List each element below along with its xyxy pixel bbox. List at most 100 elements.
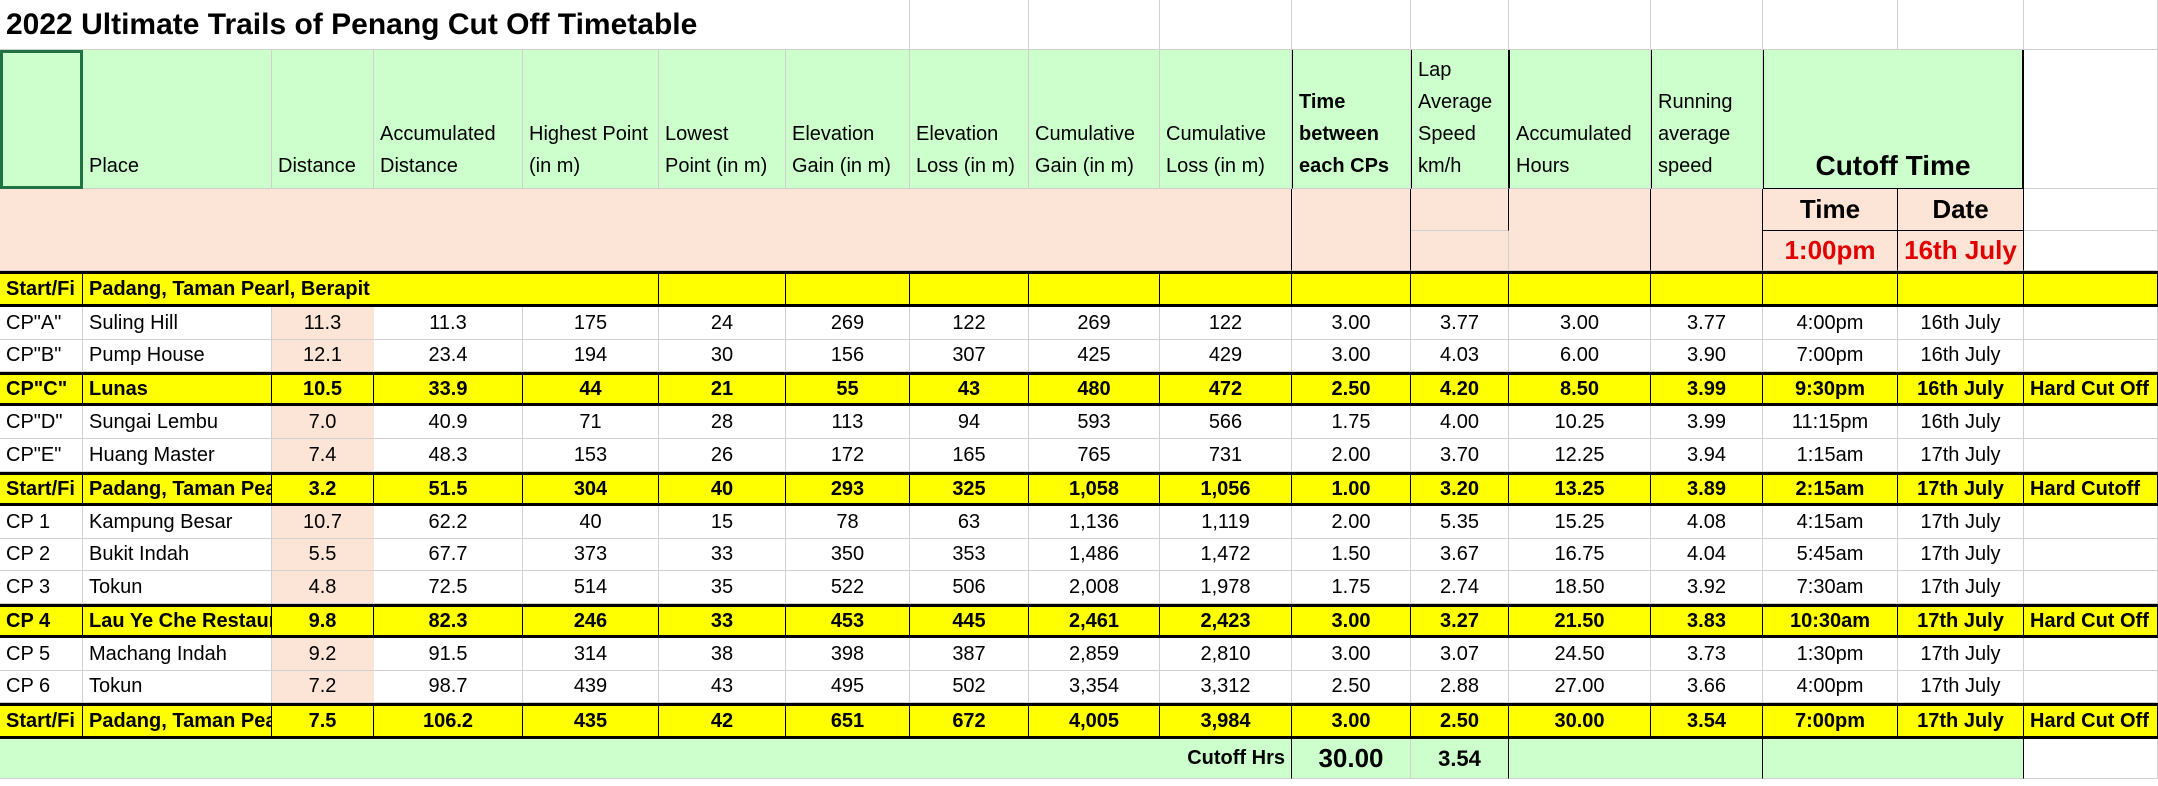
cell: 1,058 bbox=[1029, 472, 1160, 506]
cell: 1:15am bbox=[1763, 439, 1898, 472]
cell: 67.7 bbox=[374, 539, 523, 571]
empty-cell bbox=[1292, 271, 1411, 307]
column-header: Running average speed bbox=[1651, 50, 1763, 189]
cell: 172 bbox=[786, 439, 910, 472]
cell: 304 bbox=[523, 472, 659, 506]
cell: 4:00pm bbox=[1763, 307, 1898, 340]
cell: 3.27 bbox=[1411, 604, 1509, 638]
cell: 7:00pm bbox=[1763, 340, 1898, 372]
column-header: Cumulative Loss (in m) bbox=[1160, 50, 1292, 189]
column-header: Elevation Gain (in m) bbox=[786, 50, 910, 189]
cell: 4:00pm bbox=[1763, 671, 1898, 703]
footer-spacer bbox=[1509, 739, 1763, 779]
cell: 27.00 bbox=[1509, 671, 1651, 703]
cell: 672 bbox=[910, 703, 1029, 739]
cell: 3.90 bbox=[1651, 340, 1763, 372]
cell: 7:30am bbox=[1763, 571, 1898, 604]
cell: 17th July bbox=[1898, 539, 2024, 571]
cell: 2.74 bbox=[1411, 571, 1509, 604]
checkpoint-code: Start/Fi bbox=[0, 472, 83, 506]
cell: 40 bbox=[659, 472, 786, 506]
empty-cell bbox=[2024, 671, 2158, 703]
place: Tokun bbox=[83, 671, 272, 703]
cell: 3.00 bbox=[1509, 307, 1651, 340]
empty-cell bbox=[910, 0, 1029, 50]
cell: 398 bbox=[786, 638, 910, 671]
cell: 42 bbox=[659, 703, 786, 739]
cell: 15.25 bbox=[1509, 506, 1651, 539]
cell: 5.5 bbox=[272, 539, 374, 571]
header-spacer bbox=[1651, 189, 1763, 271]
cutoff-note: Hard Cutoff bbox=[2024, 472, 2158, 506]
cell: 1,056 bbox=[1160, 472, 1292, 506]
cell: 3,312 bbox=[1160, 671, 1292, 703]
cell: 24 bbox=[659, 307, 786, 340]
cell: 566 bbox=[1160, 406, 1292, 439]
checkpoint-code: CP"E" bbox=[0, 439, 83, 472]
cell: 472 bbox=[1160, 372, 1292, 406]
cell: 33 bbox=[659, 604, 786, 638]
cell: 3.89 bbox=[1651, 472, 1763, 506]
checkpoint-code: CP 4 bbox=[0, 604, 83, 638]
column-header: Lap Average Speed km/h bbox=[1411, 50, 1509, 189]
cell: 314 bbox=[523, 638, 659, 671]
cell: 3.00 bbox=[1292, 703, 1411, 739]
empty-cell bbox=[2024, 571, 2158, 604]
checkpoint-code: Start/Fi bbox=[0, 271, 83, 307]
cell: 30 bbox=[659, 340, 786, 372]
cell: 2,461 bbox=[1029, 604, 1160, 638]
cell: 7.4 bbox=[272, 439, 374, 472]
cell: 1.50 bbox=[1292, 539, 1411, 571]
cell: 651 bbox=[786, 703, 910, 739]
cell: 10.25 bbox=[1509, 406, 1651, 439]
cell: 12.25 bbox=[1509, 439, 1651, 472]
cell: 13.25 bbox=[1509, 472, 1651, 506]
empty-cell bbox=[2024, 189, 2158, 231]
cell: 1:30pm bbox=[1763, 638, 1898, 671]
column-header: Accumulated Hours bbox=[1509, 50, 1651, 189]
sub-header: Date bbox=[1898, 189, 2024, 231]
cell: 3.54 bbox=[1651, 703, 1763, 739]
cell: 98.7 bbox=[374, 671, 523, 703]
cell: 765 bbox=[1029, 439, 1160, 472]
empty-cell bbox=[2024, 50, 2158, 189]
checkpoint-code: CP 6 bbox=[0, 671, 83, 703]
cell: 72.5 bbox=[374, 571, 523, 604]
empty-cell bbox=[2024, 0, 2158, 50]
empty-cell bbox=[1029, 271, 1160, 307]
cell: 106.2 bbox=[374, 703, 523, 739]
cell: 17th July bbox=[1898, 571, 2024, 604]
cell: 175 bbox=[523, 307, 659, 340]
empty-cell bbox=[1509, 0, 1651, 50]
cell: 514 bbox=[523, 571, 659, 604]
cell: 16.75 bbox=[1509, 539, 1651, 571]
cell: 3.66 bbox=[1651, 671, 1763, 703]
cell: 5:45am bbox=[1763, 539, 1898, 571]
cell: 350 bbox=[786, 539, 910, 571]
cutoff-note: Hard Cut Off bbox=[2024, 604, 2158, 638]
checkpoint-code: CP"D" bbox=[0, 406, 83, 439]
empty-cell bbox=[1898, 0, 2024, 50]
cell: 17th July bbox=[1898, 703, 2024, 739]
cell: 293 bbox=[786, 472, 910, 506]
cell: 3.92 bbox=[1651, 571, 1763, 604]
column-header: Cumulative Gain (in m) bbox=[1029, 50, 1160, 189]
empty-cell bbox=[2024, 439, 2158, 472]
cell: 3.20 bbox=[1411, 472, 1509, 506]
cell: 23.4 bbox=[374, 340, 523, 372]
cell: 2,008 bbox=[1029, 571, 1160, 604]
cell: 1,978 bbox=[1160, 571, 1292, 604]
empty-cell bbox=[910, 271, 1029, 307]
place: Sungai Lembu bbox=[83, 406, 272, 439]
cell: 3.00 bbox=[1292, 307, 1411, 340]
cell: 2,423 bbox=[1160, 604, 1292, 638]
column-header: Distance bbox=[272, 50, 374, 189]
header-spacer bbox=[1411, 231, 1509, 271]
checkpoint-code: Start/Fi bbox=[0, 703, 83, 739]
cell: 43 bbox=[910, 372, 1029, 406]
cell: 30.00 bbox=[1509, 703, 1651, 739]
empty-cell bbox=[2024, 271, 2158, 307]
checkpoint-code: CP 5 bbox=[0, 638, 83, 671]
cell: 9.2 bbox=[272, 638, 374, 671]
place: Lau Ye Che Restaur bbox=[83, 604, 272, 638]
